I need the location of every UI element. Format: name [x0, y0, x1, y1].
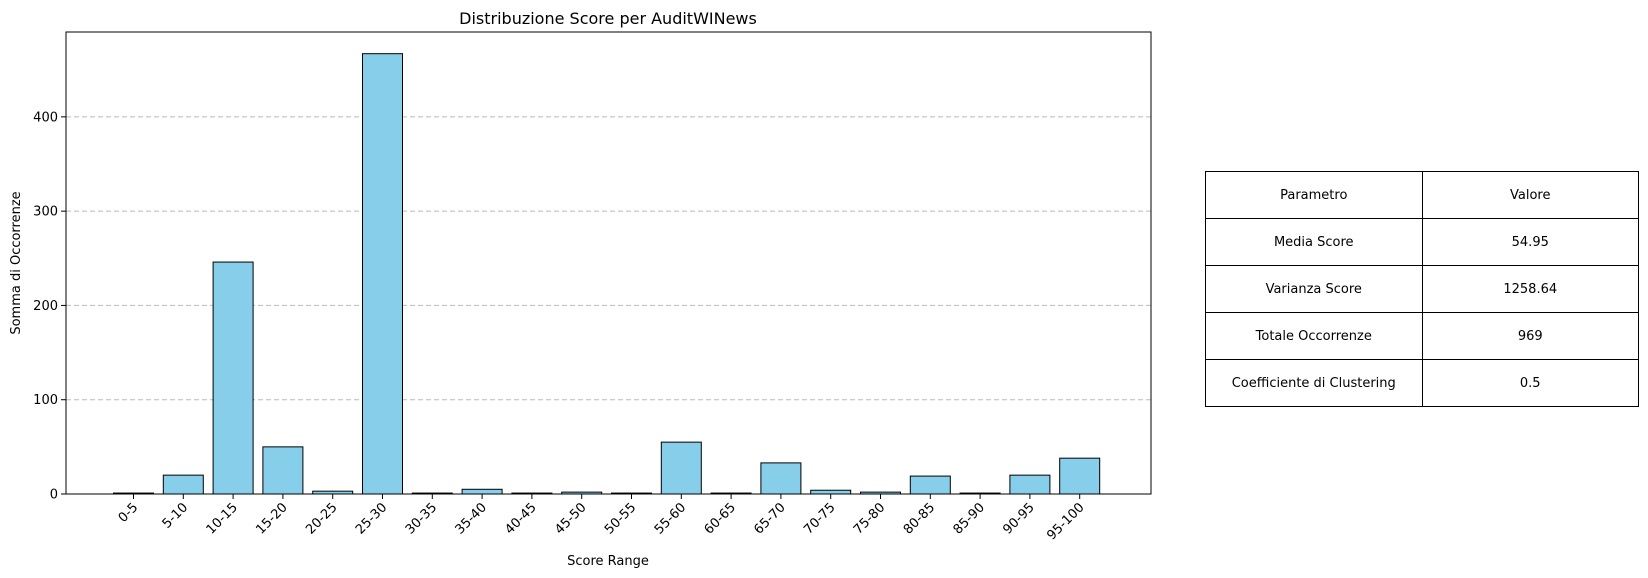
- bar-80-85: [909, 475, 951, 495]
- x-tick-label: 40-45: [502, 500, 539, 537]
- y-axis-label: Somma di Occorrenze: [9, 191, 24, 334]
- x-axis-label: Score Range: [567, 554, 649, 569]
- table-row: Totale Occorrenze 969: [1205, 312, 1639, 360]
- y-axis: 0 100 200 300 400: [33, 110, 66, 503]
- x-tick-label: 35-40: [453, 500, 490, 537]
- table-cell-parameter: Varianza Score: [1205, 265, 1423, 313]
- x-tick-label: 60-65: [702, 500, 739, 537]
- x-tick-label: 0-5: [116, 500, 142, 526]
- table-header-row: Parametro Valore: [1205, 171, 1639, 219]
- table-row: Media Score 54.95: [1205, 218, 1639, 266]
- table-cell-parameter: Totale Occorrenze: [1205, 312, 1423, 360]
- y-tick-label: 400: [33, 110, 58, 125]
- x-tick-label: 75-80: [851, 500, 888, 537]
- bar-95-100: [1059, 457, 1101, 495]
- bar-65-70: [760, 462, 802, 495]
- x-tick-label: 80-85: [901, 500, 938, 537]
- table-cell-value: 969: [1421, 312, 1639, 360]
- x-tick-label: 55-60: [652, 500, 689, 537]
- bar-55-60: [660, 441, 702, 495]
- y-tick-label: 300: [33, 205, 58, 220]
- x-tick-label: 20-25: [303, 500, 340, 537]
- table-cell-value: 0.5: [1421, 359, 1639, 407]
- y-tick-label: 0: [50, 488, 58, 503]
- x-tick-label: 30-35: [403, 500, 440, 537]
- x-tick-label: 85-90: [951, 500, 988, 537]
- table-cell-value: Valore: [1421, 171, 1639, 219]
- bar-25-30: [362, 53, 403, 495]
- table-cell-value: 54.95: [1421, 218, 1639, 266]
- table-cell-parameter: Media Score: [1205, 218, 1423, 266]
- x-tick-label: 65-70: [751, 500, 788, 537]
- bar-10-15: [212, 261, 254, 495]
- bar-15-20: [262, 446, 304, 495]
- table-row: Coefficiente di Clustering 0.5: [1205, 359, 1639, 407]
- x-tick-label: 10-15: [204, 500, 241, 537]
- stats-table: Parametro Valore Media Score 54.95 Varianza …: [1205, 171, 1639, 407]
- y-tick-label: 100: [33, 393, 58, 408]
- bar-70-75: [810, 489, 852, 495]
- x-tick-label: 25-30: [353, 500, 390, 537]
- chart-title: Distribuzione Score per AuditWINews: [459, 9, 757, 28]
- y-tick-label: 200: [33, 299, 58, 314]
- x-tick-label: 50-55: [602, 500, 639, 537]
- x-tick-label: 15-20: [253, 500, 290, 537]
- x-tick-label: 95-100: [1044, 500, 1087, 543]
- table-cell-parameter: Parametro: [1205, 171, 1423, 219]
- bar-5-10: [162, 474, 204, 495]
- x-axis: 0-5 5-10 10-15 15-20 20-25 25-30 30-35 35-40 40-…: [116, 494, 1088, 543]
- plot-frame: [65, 31, 1152, 495]
- x-tick-label: 90-95: [1000, 500, 1037, 537]
- x-tick-label: 70-75: [801, 500, 838, 537]
- table-cell-parameter: Coefficiente di Clustering: [1205, 359, 1423, 407]
- x-tick-label: 5-10: [160, 500, 191, 531]
- x-tick-label: 45-50: [552, 500, 589, 537]
- bars: [113, 53, 1101, 495]
- bar-90-95: [1009, 474, 1051, 495]
- bar-35-40: [461, 488, 503, 495]
- table-cell-value: 1258.64: [1421, 265, 1639, 313]
- table-row: Varianza Score 1258.64: [1205, 265, 1639, 313]
